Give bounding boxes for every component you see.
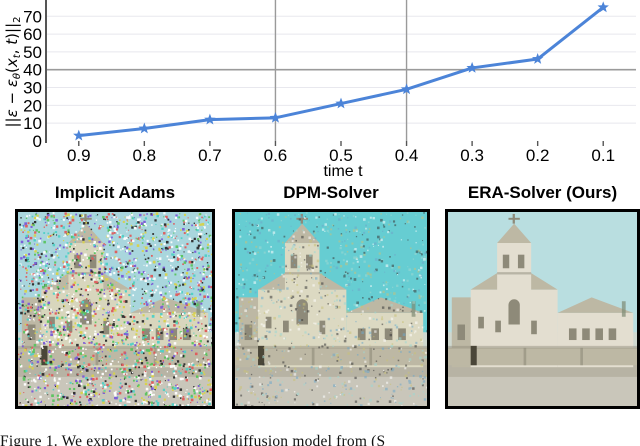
data-point-0.2 bbox=[531, 53, 544, 64]
panel-title-implicit-adams: Implicit Adams bbox=[54, 183, 176, 202]
y-label-norm-close: || bbox=[3, 23, 21, 33]
panel-render-era-solver-ours bbox=[448, 212, 637, 406]
y-tick-label-60: 60 bbox=[23, 25, 42, 44]
x-tick-label-0.1: 0.1 bbox=[591, 146, 615, 165]
x-tick-label-0.7: 0.7 bbox=[198, 146, 222, 165]
x-tick-label-0.6: 0.6 bbox=[264, 146, 288, 165]
panel-implicit-adams: Implicit Adams bbox=[15, 182, 215, 409]
y-label-minus: − bbox=[3, 87, 21, 109]
figure-caption-text: Figure 1. We explore the pretrained diff… bbox=[0, 433, 386, 446]
y-tick-label-40: 40 bbox=[23, 61, 42, 80]
x-tick-labels: 0.9 0.8 0.7 0.6 0.5 0.4 0.3 0.2 0.1 bbox=[67, 146, 615, 165]
svg-text:||ε − εθ(xt, t)||2: ||ε − εθ(xt, t)||2 bbox=[3, 16, 23, 127]
y-axis-title: ||ε − εθ(xt, t)||2 bbox=[3, 16, 23, 127]
y-tick-label-30: 30 bbox=[23, 79, 42, 98]
panel-image-era-solver bbox=[445, 209, 640, 409]
y-label-epsilon: ε bbox=[3, 109, 21, 117]
panel-image-implicit-adams bbox=[15, 209, 215, 409]
data-point-0.6 bbox=[269, 111, 282, 123]
data-point-0.5 bbox=[335, 97, 347, 109]
x-tick-label-0.2: 0.2 bbox=[526, 146, 550, 165]
panel-title-dpm-solver: DPM-Solver bbox=[283, 183, 379, 202]
y-label-x-sub: t bbox=[12, 53, 23, 58]
y-label-x: x bbox=[3, 58, 21, 68]
y-tick-label-50: 50 bbox=[23, 43, 42, 62]
panel-image-dpm-solver bbox=[232, 209, 430, 409]
y-tick-label-10: 10 bbox=[23, 114, 42, 133]
data-point-0.8 bbox=[138, 122, 151, 134]
data-point-0.3 bbox=[466, 61, 478, 73]
y-label-theta-sub: θ bbox=[12, 73, 23, 79]
y-label-norm-sub: 2 bbox=[12, 16, 23, 22]
y-label-t: t bbox=[3, 38, 21, 45]
y-tick-label-0: 0 bbox=[33, 132, 42, 151]
x-tick-label-0.8: 0.8 bbox=[133, 146, 157, 165]
x-tick-label-0.3: 0.3 bbox=[460, 146, 484, 165]
x-tick-marks bbox=[78, 141, 604, 146]
error-series-markers bbox=[73, 1, 609, 141]
y-label-arg-close: ) bbox=[3, 33, 21, 39]
y-label-arg-open: ( bbox=[3, 67, 21, 73]
panel-era-solver: ERA-Solver (Ours) bbox=[445, 182, 640, 409]
data-point-0.4 bbox=[400, 83, 413, 95]
panel-render-implicit-adams bbox=[18, 212, 212, 406]
x-tick-label-0.4: 0.4 bbox=[395, 146, 419, 165]
x-tick-label-0.9: 0.9 bbox=[67, 146, 91, 165]
x-tick-label-0.5: 0.5 bbox=[329, 146, 353, 165]
y-tick-label-70: 70 bbox=[23, 7, 42, 26]
y-label-comma: , bbox=[3, 45, 21, 55]
error-vs-time-chart: 0 10 20 30 40 50 60 70 0.9 0.8 0.7 0.6 0.5 0.4 0.3 0.2… bbox=[0, 0, 640, 180]
data-point-0.9 bbox=[73, 129, 85, 141]
sample-image-panels: Implicit Adams DPM-Solver ERA-Solver (Ou… bbox=[0, 182, 640, 416]
panel-title-era-solver: ERA-Solver (Ours) bbox=[467, 183, 618, 202]
panel-dpm-solver: DPM-Solver bbox=[232, 182, 430, 409]
y-label-norm-open: || bbox=[3, 117, 21, 127]
y-label-epsilon-theta: ε bbox=[3, 79, 21, 87]
figure-caption: Figure 1. We explore the pretrained diff… bbox=[0, 433, 640, 446]
panel-render-dpm-solver bbox=[235, 212, 427, 406]
data-point-0.1 bbox=[597, 1, 609, 13]
data-point-0.7 bbox=[204, 113, 216, 125]
x-axis-title: time t bbox=[323, 163, 363, 180]
y-tick-label-20: 20 bbox=[23, 96, 42, 115]
